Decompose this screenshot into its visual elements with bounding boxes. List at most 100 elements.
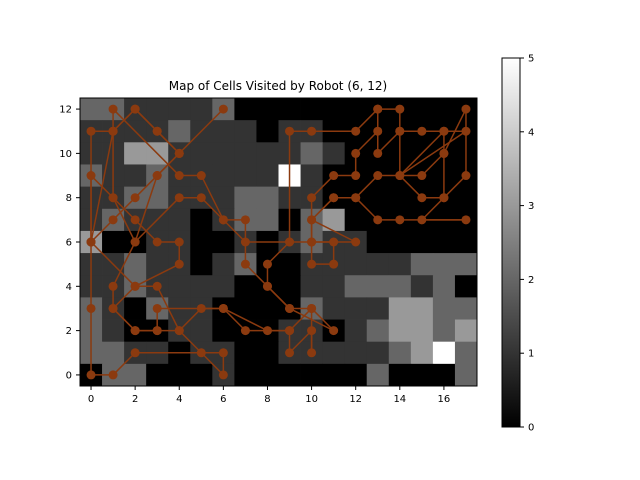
heatmap-cell xyxy=(146,363,169,387)
heatmap-cell xyxy=(190,142,213,165)
path-segment xyxy=(112,352,136,376)
path-point xyxy=(240,259,250,269)
heatmap-cell xyxy=(256,164,279,188)
path-segment xyxy=(355,108,379,132)
path-point xyxy=(395,215,405,225)
path-point xyxy=(152,326,162,336)
heatmap-cell xyxy=(454,186,478,210)
heatmap-cell xyxy=(388,297,412,320)
heatmap-cell xyxy=(344,98,368,121)
path-segment xyxy=(399,130,445,177)
path-point xyxy=(439,193,449,203)
path-segment xyxy=(178,108,224,154)
path-segment xyxy=(421,152,445,177)
path-segment xyxy=(200,175,225,221)
x-axis: 0 2 4 6 8 10 12 14 16 xyxy=(88,386,450,405)
heatmap-cell xyxy=(388,275,412,298)
heatmap-cell xyxy=(278,98,301,121)
path-segment xyxy=(288,330,313,354)
path-point xyxy=(351,237,361,247)
path-point xyxy=(373,215,383,225)
heatmap-cell xyxy=(366,253,390,276)
heatmap-cell xyxy=(234,275,257,298)
path-point xyxy=(307,193,317,203)
heatmap-cell xyxy=(190,363,213,387)
path-point xyxy=(395,104,405,114)
heatmap-cell xyxy=(432,319,456,343)
path-point xyxy=(130,215,140,225)
heatmap-cell xyxy=(410,98,434,121)
x-tick-label: 2 xyxy=(132,394,138,405)
path-segment xyxy=(311,175,335,199)
path-segment xyxy=(178,330,202,354)
path-segment xyxy=(377,130,401,154)
heatmap-cell xyxy=(322,208,346,232)
heatmap-cell xyxy=(190,253,213,276)
path-point xyxy=(108,281,118,291)
path-point xyxy=(174,259,184,269)
path-segment xyxy=(266,285,291,309)
y-tick-label: 10 xyxy=(59,149,72,160)
y-tick-label: 8 xyxy=(66,193,72,204)
heatmap-cell xyxy=(344,341,368,365)
path-point xyxy=(108,104,118,114)
path-segment xyxy=(156,130,180,154)
colorbar-tick-label: 4 xyxy=(528,127,534,138)
path-point xyxy=(329,237,339,247)
heatmap-cell xyxy=(234,363,257,387)
heatmap-cell xyxy=(366,230,390,254)
heatmap-cell xyxy=(344,319,368,343)
heatmap-cell xyxy=(124,297,147,320)
path-point xyxy=(196,193,206,203)
y-tick-label: 4 xyxy=(66,282,72,293)
path-segment xyxy=(289,307,334,332)
heatmap-cell xyxy=(212,275,235,298)
heatmap-cell xyxy=(388,319,412,343)
heatmap-cell xyxy=(388,186,412,210)
heatmap-cell xyxy=(344,297,368,320)
path-point xyxy=(130,326,140,336)
heatmap-cell xyxy=(300,98,324,121)
path-point xyxy=(108,370,118,380)
heatmap-cell xyxy=(256,142,279,165)
path-point xyxy=(395,171,405,181)
heatmap-cell xyxy=(212,319,235,343)
heatmap-cell xyxy=(168,120,191,143)
path-point xyxy=(218,104,228,114)
path-segment xyxy=(112,197,136,221)
path-segment xyxy=(222,307,246,332)
path-point xyxy=(86,370,96,380)
path-point xyxy=(461,215,471,225)
heatmap-cell xyxy=(344,275,368,298)
x-tick-label: 12 xyxy=(349,394,362,405)
path-segment xyxy=(112,197,136,243)
heatmap-cell xyxy=(344,208,368,232)
path-point xyxy=(196,303,206,313)
path-point xyxy=(373,126,383,136)
path-point xyxy=(307,215,317,225)
colorbar-tick-label: 5 xyxy=(528,54,534,65)
heatmap-cell xyxy=(278,363,301,387)
colorbar-tick-label: 2 xyxy=(528,275,534,286)
path-point xyxy=(329,326,339,336)
heatmap-cell xyxy=(212,230,235,254)
path-point xyxy=(351,126,361,136)
path-point xyxy=(240,326,250,336)
path-point xyxy=(130,193,140,203)
path-segment xyxy=(399,175,423,199)
path-point xyxy=(174,171,184,181)
heatmap-cell xyxy=(256,363,279,387)
path-point xyxy=(130,104,140,114)
heatmap-cell xyxy=(322,363,346,387)
heatmap-cell xyxy=(322,142,346,165)
heatmap-cell xyxy=(432,253,456,276)
heatmap-cell xyxy=(168,208,191,232)
heatmap-cell xyxy=(300,275,324,298)
heatmap-cell xyxy=(454,253,478,276)
path-segment xyxy=(200,352,224,376)
heatmap-cell xyxy=(80,98,103,121)
heatmap-cell xyxy=(256,297,279,320)
path-point xyxy=(461,126,471,136)
heatmap-cell xyxy=(234,98,257,121)
heatmap-cell xyxy=(190,275,213,298)
